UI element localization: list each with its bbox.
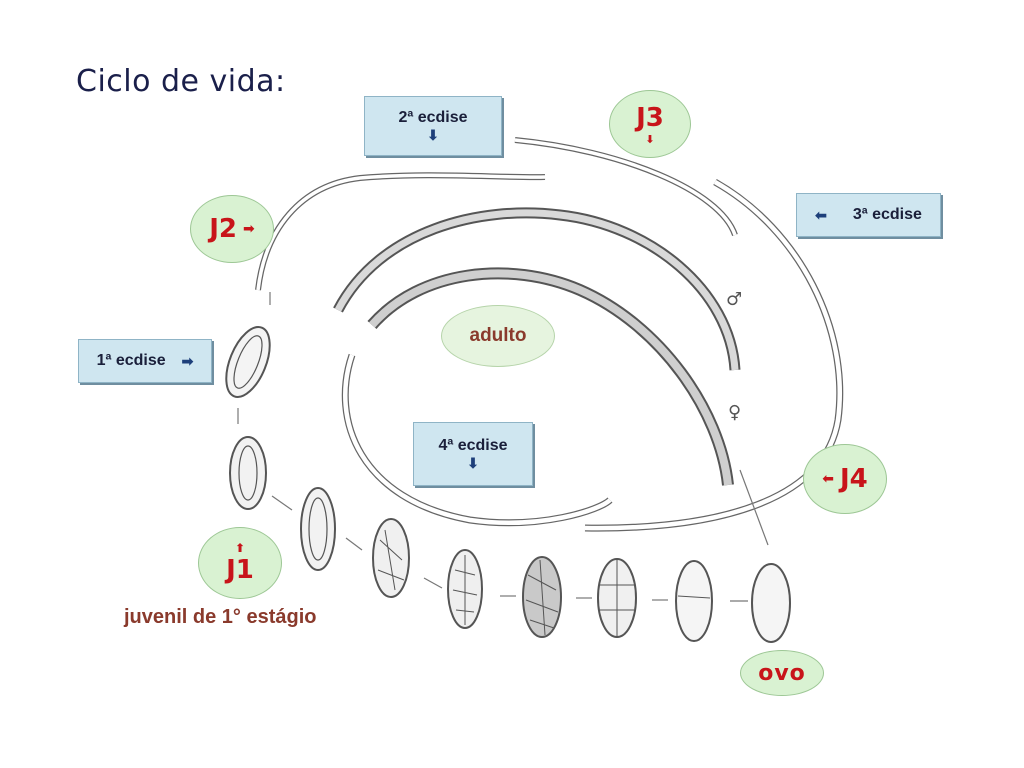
hatching-egg [225, 326, 271, 398]
egg-2-cell [675, 560, 713, 642]
left-arrow-icon: ⬅ [822, 471, 834, 487]
right-arrow-icon: ➡ [181, 352, 194, 369]
fourth-molt-box: 4ª ecdise ⬇ [413, 422, 533, 486]
first-molt-box: 1ª ecdise ➡ [78, 339, 212, 383]
adult-label: adulto [441, 305, 555, 367]
j3-worm [514, 137, 738, 237]
second-molt-label: 2ª ecdise [398, 108, 468, 126]
stage-j3-label: J3 [636, 102, 664, 133]
egg-coiled-juvenile-2 [300, 487, 336, 571]
egg-sequence [229, 436, 791, 643]
down-arrow-icon: ⬇ [467, 454, 479, 471]
stage-j2: J2 ➡ [190, 195, 274, 263]
fourth-molt-label: 4ª ecdise [438, 436, 508, 454]
female-symbol: ♀ [728, 402, 741, 423]
stage-j3: J3 ⬇ [609, 90, 691, 158]
down-arrow-icon: ⬇ [427, 126, 439, 143]
third-molt-box: ⬅ 3ª ecdise [796, 193, 941, 237]
egg-tadpole-stage [372, 518, 410, 598]
down-arrow-icon: ⬇ [645, 132, 655, 146]
stage-j1: ⬆ J1 [198, 527, 282, 599]
first-stage-juvenile-caption: juvenil de 1° estágio [124, 606, 317, 628]
second-molt-box: 2ª ecdise ⬇ [364, 96, 502, 156]
right-arrow-icon: ➡ [243, 221, 255, 237]
up-arrow-icon: ⬆ [234, 541, 246, 555]
stage-j4: ⬅ J4 [803, 444, 887, 514]
third-molt-label: 3ª ecdise [852, 206, 922, 223]
egg-single-cell [751, 563, 791, 643]
first-molt-label: 1ª ecdise [96, 352, 166, 369]
left-arrow-icon: ⬅ [815, 206, 827, 223]
stage-j4-label: J4 [839, 464, 868, 494]
egg-label: ovo [740, 650, 824, 696]
page-title: Ciclo de vida: [76, 64, 286, 99]
male-symbol: ♂ [726, 289, 742, 310]
stage-j1-label: J1 [226, 555, 254, 585]
stage-j2-label: J2 [209, 214, 238, 244]
egg-coiled-juvenile [229, 436, 267, 510]
egg-label-text: ovo [758, 660, 806, 686]
